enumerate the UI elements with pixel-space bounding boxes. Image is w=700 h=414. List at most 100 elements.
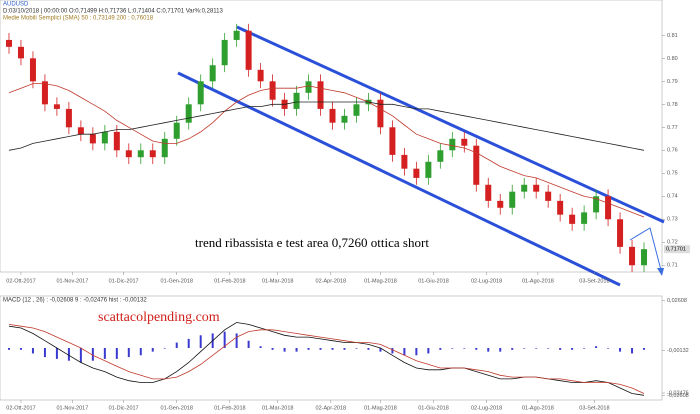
x-tick-label: 01-Mar-2018 (262, 278, 294, 284)
candle-body (317, 81, 324, 109)
candle-body (209, 65, 216, 82)
candle-body (41, 81, 48, 105)
hist-bar (463, 348, 466, 349)
candle-body (629, 246, 636, 266)
candle-body (425, 161, 432, 178)
candle-body (233, 30, 240, 40)
hist-bar (367, 348, 370, 350)
y-tick-label: 0.80 (667, 56, 678, 62)
hist-bar (187, 338, 190, 348)
y-tick-label: 0.77 (667, 125, 678, 131)
hist-bar (79, 348, 82, 363)
candle-body (605, 196, 612, 220)
hist-bar (355, 348, 358, 349)
hist-bar (559, 348, 562, 350)
candle-body (449, 138, 456, 151)
hist-bar (535, 348, 538, 349)
x-tick-label: 01-Dic-2017 (109, 405, 139, 411)
hist-bar (19, 348, 22, 350)
candle-body (293, 92, 300, 109)
hist-bar (571, 348, 574, 350)
x-tick-label: 02-Ott-2017 (6, 278, 35, 284)
watermark: scattacolpending.com (98, 310, 220, 325)
candle-body (137, 150, 144, 158)
macd-panel (0, 295, 663, 401)
arrow-head (657, 268, 664, 276)
hist-bar (439, 348, 442, 350)
candle-body (53, 104, 60, 109)
x-tick-label: 02-Apr-2018 (316, 405, 347, 411)
hist-bar (619, 348, 622, 352)
hist-bar (55, 348, 58, 359)
candle-body (101, 131, 108, 144)
hist-bar (115, 348, 118, 359)
x-tick-label: 01-Feb-2018 (214, 405, 246, 411)
hist-bar (643, 348, 646, 350)
candle-body (161, 138, 168, 158)
symbol: AUDUSD (3, 2, 29, 8)
hist-bar (499, 348, 502, 352)
hist-bar (223, 331, 226, 348)
hist-bar (307, 348, 310, 350)
candle-body (521, 184, 528, 192)
hist-bar (127, 348, 130, 358)
candle-body (485, 184, 492, 201)
hist-bar (403, 348, 406, 356)
hist-bar (343, 348, 346, 350)
candle-body (341, 115, 348, 123)
price-panel (0, 0, 663, 273)
candle-body (113, 131, 120, 151)
y-tick-label: 0.73 (667, 217, 678, 223)
series-line (8, 83, 645, 218)
forecast-arrow (629, 227, 663, 275)
y-tick-label: 0.71 (667, 263, 678, 269)
x-tick-label: 01-Gen-2018 (161, 405, 193, 411)
candle-body (641, 249, 648, 266)
annotation: trend ribassista e test area 0,7260 otti… (195, 235, 429, 250)
hist-bar (295, 348, 298, 352)
hist-bar (247, 340, 250, 348)
hist-bar (331, 348, 334, 350)
candle-body (509, 191, 516, 208)
x-tick-label: 02-Apr-2018 (316, 278, 347, 284)
sma-header: Medie Mobili Semplici (SMA) 50 : 0,73149… (3, 16, 154, 22)
hist-bar (7, 348, 10, 350)
hist-bar (607, 348, 610, 349)
candle-body (269, 81, 276, 100)
candle-body (89, 134, 96, 144)
x-tick-label: 03-Set-2018 (579, 278, 609, 284)
macd-header: MACD (12 , 26) : -0,02608 9 : -0,02476 h… (3, 298, 147, 304)
x-tick-label: 02-Lug-2018 (471, 405, 502, 411)
candle-body (389, 127, 396, 155)
x-tick-label: 01-Giu-2018 (418, 278, 449, 284)
y-tick-label: -0,02608 (667, 393, 689, 399)
hist-bar (379, 348, 382, 352)
series-line (8, 101, 645, 151)
hist-bar (67, 348, 70, 361)
hist-bar (547, 348, 550, 349)
candle-body (377, 99, 384, 128)
hist-bar (427, 348, 430, 354)
x-tick-label: 01-Mar-2018 (262, 405, 294, 411)
last-price-box (664, 245, 690, 254)
candle-body (557, 200, 564, 215)
y-tick-label: 0.75 (667, 171, 678, 177)
hist-bar (391, 348, 394, 354)
y-tick-label: 0.78 (667, 102, 678, 108)
hist-bar (595, 346, 598, 348)
candle-body (125, 150, 132, 158)
hist-bar (271, 348, 274, 350)
candle-body (329, 108, 336, 123)
candle-body (173, 122, 180, 139)
candle-body (353, 104, 360, 116)
hist-bar (451, 348, 454, 349)
x-tick-label: 01-Nov-2017 (56, 405, 88, 411)
x-tick-label: 01-Mag-2018 (364, 278, 397, 284)
candle-body (185, 104, 192, 123)
candle-body (497, 200, 504, 208)
candle-body (65, 108, 72, 128)
x-tick-label: 01-Mag-2018 (364, 405, 397, 411)
hist-bar (151, 348, 154, 352)
y-tick-label: 0.72 (667, 240, 678, 246)
